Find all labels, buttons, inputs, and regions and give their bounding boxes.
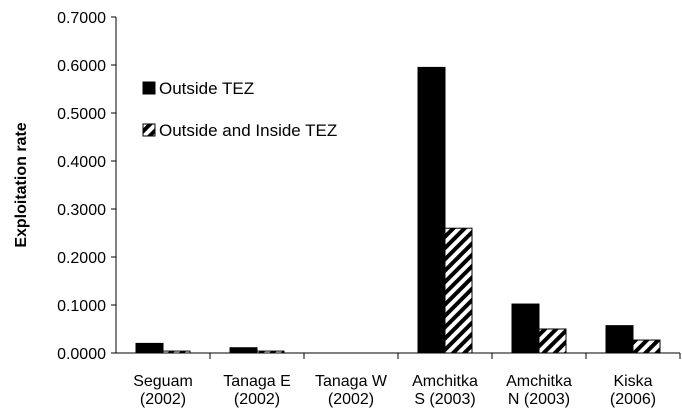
legend-label: Outside TEZ (159, 79, 254, 98)
x-tick-label: Amchitka S (2003) (412, 373, 478, 408)
x-tick-label: Amchitka N (2003) (506, 373, 572, 408)
bar (229, 347, 258, 354)
bar (632, 339, 661, 354)
bar (605, 325, 634, 354)
legend-label: Outside and Inside TEZ (159, 121, 337, 140)
bar (511, 303, 540, 354)
y-axis-label: Exploitation rate (13, 122, 30, 247)
y-tick-label: 0.3000 (57, 202, 106, 219)
y-tick-label: 0.4000 (57, 154, 106, 171)
y-tick-label: 0.0000 (57, 346, 106, 363)
y-tick-label: 0.5000 (57, 106, 106, 123)
bar (538, 328, 567, 354)
y-tick-label: 0.7000 (57, 10, 106, 27)
y-tick-label: 0.2000 (57, 250, 106, 267)
bar (417, 66, 446, 354)
legend-swatch (142, 123, 156, 137)
x-tick-label: Kiska (2006) (610, 373, 656, 408)
y-tick-label: 0.1000 (57, 298, 106, 315)
y-tick-label: 0.6000 (57, 58, 106, 75)
bar (444, 227, 473, 354)
bar (135, 342, 164, 354)
x-tick-label: Tanaga E (2002) (223, 373, 291, 408)
x-tick-label: Tanaga W (2002) (315, 373, 388, 408)
legend-swatch (142, 81, 156, 95)
x-tick-label: Seguam (2002) (133, 373, 193, 408)
